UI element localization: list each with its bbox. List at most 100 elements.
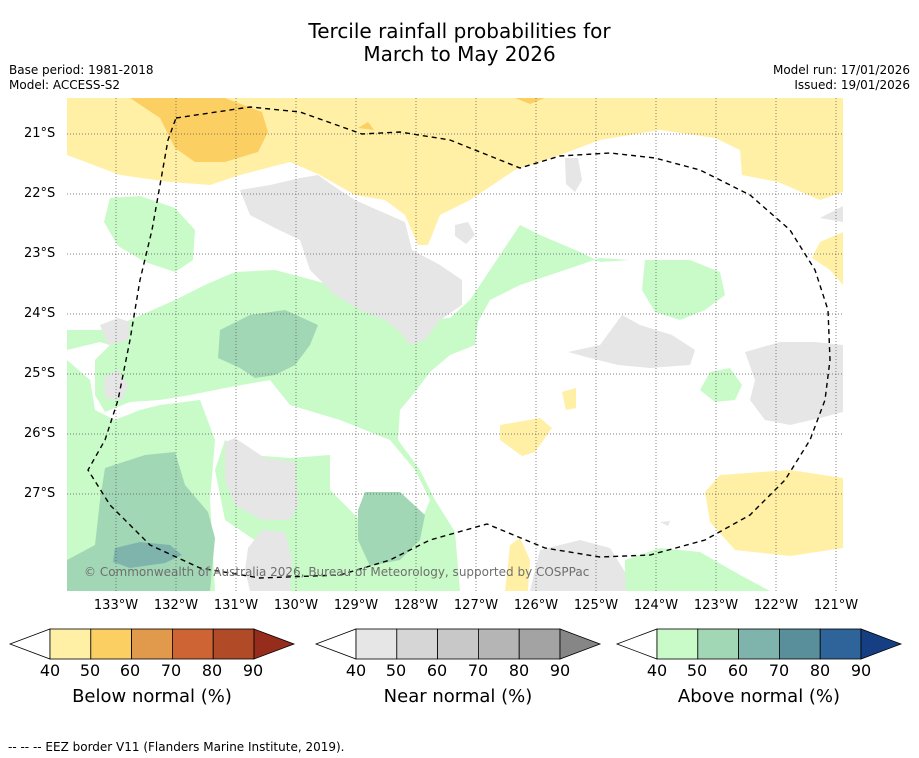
title-line-1: Tercile rainfall probabilities for [308,19,611,43]
colorbar-below-segment [212,628,255,660]
near-normal-region-central [240,175,462,345]
above-normal-region-east2 [700,368,742,402]
title-line-2: March to May 2026 [363,42,556,66]
base-period: Base period: 1981-2018 [9,63,154,77]
below-normal-region-east [812,232,843,285]
below-normal-region-small [562,388,576,410]
lon-label: 124°W [633,598,679,613]
colorbar-above-tick: 50 [686,661,708,680]
lat-label: 21°S [24,126,56,141]
lon-label: 133°W [93,598,139,613]
colorbar-above-tick: 90 [850,661,872,680]
colorbar-below-title: Below normal (%) [72,686,232,707]
colorbar-below-tick: 40 [39,661,61,680]
colorbar-above-segment [819,628,862,660]
model-run: Model run: 17/01/2026 [772,63,910,77]
colorbar-above-tick: 60 [727,661,749,680]
lon-label: 122°W [753,598,799,613]
near-normal-region-dot [660,521,670,526]
colorbar-above-segment [738,628,780,660]
lon-label: 128°W [393,598,439,613]
colorbar-near-tick: 90 [549,661,571,680]
lat-label: 26°S [24,426,56,441]
above-normal-region-east1 [642,260,725,320]
colorbar-above-extend-high [860,628,903,660]
graticule [67,98,843,591]
colorbar-below-tick: 60 [119,661,141,680]
lon-label: 132°W [153,598,199,613]
below-normal-region-south [505,538,530,591]
near-normal-region-south2 [245,530,292,591]
colorbar-above-segment [697,628,739,660]
above-normal-60-region [113,542,182,568]
near-normal-region-north2 [455,222,475,244]
near-normal-region-south [225,438,298,520]
lon-label: 121°W [813,598,859,613]
below-normal-50-small [515,98,545,104]
model-name: Model: ACCESS-S2 [9,78,121,92]
colorbar-below-segment [131,628,173,660]
lat-label: 24°S [24,306,56,321]
above-normal-50-region-1 [218,310,318,378]
eez-border [87,106,831,579]
lon-label: 123°W [693,598,739,613]
near-normal-region-south3 [530,540,626,591]
colorbar-above-title: Above normal (%) [677,686,841,707]
colorbar-below-segment [171,628,214,660]
colorbar-above-tick: 70 [768,661,790,680]
colorbar-above-segment [656,628,699,660]
lon-label: 131°W [213,598,259,613]
colorbar-below-segment [49,628,92,660]
colorbar-near-tick: 40 [345,661,367,680]
lon-label: 127°W [453,598,499,613]
colorbar-near-extend-high [559,628,602,660]
lat-label: 22°S [24,186,56,201]
colorbar-below-tick: 70 [160,661,182,680]
colorbar-near-extend-low [314,628,357,660]
copyright-notice: © Commonwealth of Australia 2026, Bureau… [84,565,590,579]
colorbar-near-tick: 70 [467,661,489,680]
lon-label: 125°W [573,598,619,613]
below-normal-50-dot [358,122,374,130]
colorbar-below-tick: 50 [79,661,101,680]
colorbar-below-tick: 80 [201,661,223,680]
colorbar-near-title: Near normal (%) [383,686,533,707]
colorbar-above-segment [779,628,821,660]
lon-label: 130°W [273,598,319,613]
above-normal-region-south [625,548,770,591]
colorbar-near-segment [355,628,398,660]
colorbar-above-extend-low [615,628,658,660]
colorbar-below-tick: 90 [242,661,264,680]
colorbar-above-tick: 40 [646,661,668,680]
below-normal-region-center [500,418,552,456]
colorbar-below-segment [90,628,133,660]
colorbars [8,628,903,660]
lat-label: 23°S [24,246,56,261]
above-normal-region-northwest [104,196,195,272]
colorbar-near-tick: 80 [508,661,530,680]
lat-label: 25°S [24,366,56,381]
footer-eez-note: -- -- -- EEZ border V11 (Flanders Marine… [8,740,345,754]
colorbar-near-segment [396,628,438,660]
colorbar-near-tick: 60 [426,661,448,680]
colorbar-near-segment [477,628,520,660]
below-normal-50-region [130,98,268,162]
lon-label: 126°W [513,598,559,613]
above-normal-50-region-3 [358,492,425,566]
near-normal-region-east [568,315,695,368]
lon-label: 129°W [333,598,379,613]
colorbar-near-segment [437,628,479,660]
near-normal-region-west [100,318,130,345]
lat-label: 27°S [24,486,56,501]
below-normal-region-southeast [705,470,843,556]
colorbar-near-tick: 50 [385,661,407,680]
colorbar-below-extend-low [8,628,51,660]
colorbar-above-tick: 80 [809,661,831,680]
near-normal-region-north [565,158,582,192]
colorbar-near-segment [518,628,561,660]
near-normal-region-northeast [820,206,843,222]
near-normal-region-far-east [745,342,843,425]
issued-date: Issued: 19/01/2026 [794,78,910,92]
colorbar-below-extend-high [253,628,296,660]
